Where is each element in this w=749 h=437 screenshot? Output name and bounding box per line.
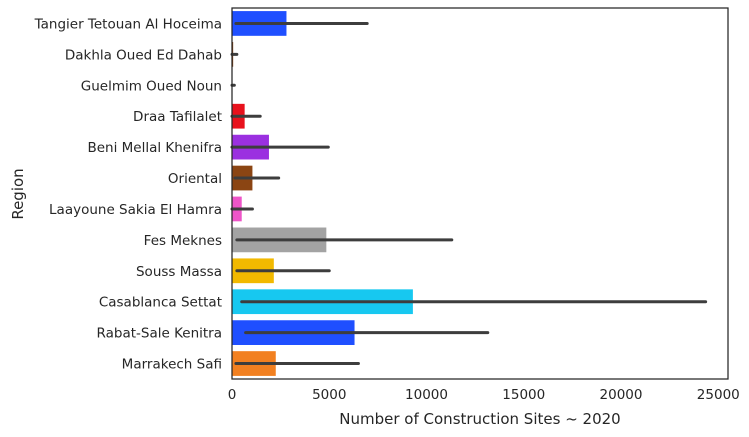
y-tick-label: Fes Meknes xyxy=(144,233,222,249)
x-tick-label: 20000 xyxy=(600,387,643,403)
bars-group xyxy=(232,11,413,376)
plot-frame xyxy=(231,7,729,380)
x-axis-label: Number of Construction Sites ~ 2020 xyxy=(339,410,620,428)
x-tick-label: 15000 xyxy=(502,387,545,403)
y-tick-label: Rabat-Sale Kenitra xyxy=(97,326,222,342)
y-tick-label: Beni Mellal Khenifra xyxy=(87,140,222,156)
x-tick-label: 5000 xyxy=(312,387,346,403)
y-tick-label: Dakhla Oued Ed Dahab xyxy=(65,47,222,63)
error-bars-group xyxy=(230,21,708,366)
y-tick-label: Guelmim Oued Noun xyxy=(81,78,222,94)
y-tick-label: Souss Massa xyxy=(136,264,222,280)
y-tick-label: Marrakech Safi xyxy=(122,357,222,373)
y-tick-labels: Tangier Tetouan Al Hoceima Dakhla Oued Ed… xyxy=(34,16,222,372)
y-tick-label: Casablanca Settat xyxy=(99,295,222,311)
y-tick-label: Draa Tafilalet xyxy=(133,109,222,125)
y-tick-label: Laayoune Sakia El Hamra xyxy=(49,202,222,218)
x-tick-labels: 0 5000 10000 15000 20000 25000 xyxy=(228,387,740,403)
y-tick-label: Tangier Tetouan Al Hoceima xyxy=(34,16,222,32)
x-tick-label: 0 xyxy=(228,387,237,403)
x-tick-label: 10000 xyxy=(405,387,448,403)
x-tick-label: 25000 xyxy=(697,387,740,403)
y-tick-label: Oriental xyxy=(168,171,222,187)
y-axis-label: Region xyxy=(9,168,27,219)
